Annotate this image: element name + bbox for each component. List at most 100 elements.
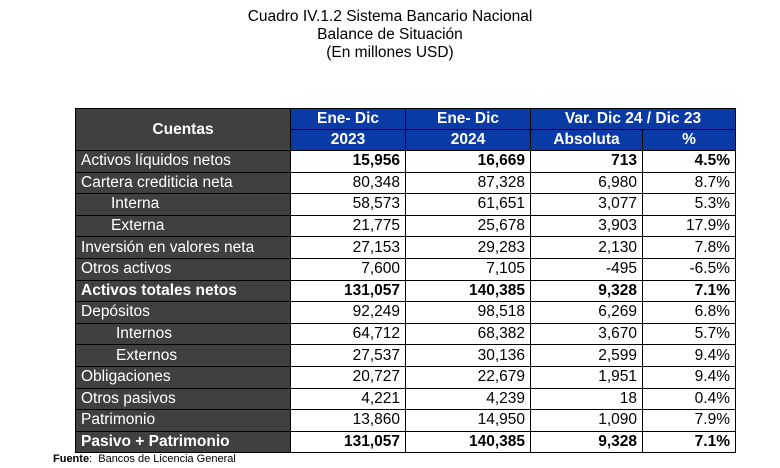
value-2024: 4,239 bbox=[405, 387, 531, 411]
value-absolute: 9,328 bbox=[530, 279, 643, 303]
table-row: Externos 27,537 30,136 2,599 9.4% bbox=[75, 344, 736, 367]
value-percent: 6.8% bbox=[642, 301, 736, 324]
row-label: Pasivo + Patrimonio bbox=[75, 430, 291, 454]
header-percent: % bbox=[642, 129, 736, 151]
row-label: Externa bbox=[75, 214, 291, 238]
title-line-2: Balance de Situación bbox=[317, 26, 463, 43]
table-title: Cuadro IV.1.2 Sistema Bancario Nacional … bbox=[0, 8, 780, 62]
value-2023: 27,153 bbox=[290, 236, 406, 259]
header-variation: Var. Dic 24 / Dic 23 bbox=[530, 108, 736, 130]
row-label: Activos totales netos bbox=[75, 279, 291, 303]
value-percent: 7.1% bbox=[642, 430, 736, 454]
table-row: Internos 64,712 68,382 3,670 5.7% bbox=[75, 322, 736, 346]
table-row: Otros pasivos 4,221 4,239 18 0.4% bbox=[75, 387, 736, 411]
value-2024: 61,651 bbox=[405, 193, 531, 216]
row-label: Inversión en valores neta bbox=[75, 236, 291, 259]
table-row: Patrimonio 13,860 14,950 1,090 7.9% bbox=[75, 409, 736, 432]
value-2024: 16,669 bbox=[405, 150, 531, 173]
table-row: Cartera crediticia neta 80,348 87,328 6,980… bbox=[75, 171, 736, 195]
value-2023: 20,727 bbox=[290, 365, 406, 389]
value-percent: 17.9% bbox=[642, 214, 736, 238]
title-line-1: Cuadro IV.1.2 Sistema Bancario Nacional bbox=[247, 8, 533, 25]
value-2023: 80,348 bbox=[290, 171, 406, 195]
row-label: Interna bbox=[75, 193, 291, 216]
value-percent: 7.9% bbox=[642, 409, 736, 432]
value-absolute: 3,903 bbox=[530, 214, 643, 238]
source-note: Fuente: Bancos de Licencia General bbox=[53, 453, 236, 465]
header-absoluta: Absoluta bbox=[530, 129, 643, 151]
table-row: Obligaciones 20,727 22,679 1,951 9.4% bbox=[75, 365, 736, 389]
row-label: Activos líquidos netos bbox=[75, 150, 291, 173]
table-row: Inversión en valores neta 27,153 29,283 2,1… bbox=[75, 236, 736, 259]
title-line-3: (En millones USD) bbox=[326, 44, 454, 61]
header-2023: 2023 bbox=[290, 129, 406, 151]
value-percent: 8.7% bbox=[642, 171, 736, 195]
value-percent: 7.8% bbox=[642, 236, 736, 259]
value-percent: 5.3% bbox=[642, 193, 736, 216]
header-2024: 2024 bbox=[405, 129, 531, 151]
value-absolute: 1,090 bbox=[530, 409, 643, 432]
value-percent: 4.5% bbox=[642, 150, 736, 173]
value-2023: 13,860 bbox=[290, 409, 406, 432]
value-2024: 98,518 bbox=[405, 301, 531, 324]
value-2024: 68,382 bbox=[405, 322, 531, 346]
value-absolute: 3,077 bbox=[530, 193, 643, 216]
value-absolute: 2,599 bbox=[530, 344, 643, 367]
value-2023: 64,712 bbox=[290, 322, 406, 346]
value-2024: 140,385 bbox=[405, 279, 531, 303]
balance-table: Cuentas Ene- Dic Ene- Dic Var. Dic 24 / … bbox=[75, 108, 736, 454]
table-row: Otros activos 7,600 7,105 -495 -6.5% bbox=[75, 257, 736, 281]
value-absolute: 18 bbox=[530, 387, 643, 411]
value-2024: 7,105 bbox=[405, 257, 531, 281]
header-ene-dic-2023: Ene- Dic bbox=[290, 108, 406, 130]
header-cuentas: Cuentas bbox=[75, 108, 291, 151]
row-label: Otros pasivos bbox=[75, 387, 291, 411]
table-row: Pasivo + Patrimonio 131,057 140,385 9,328 7.… bbox=[75, 430, 736, 454]
value-2023: 131,057 bbox=[290, 279, 406, 303]
value-2024: 22,679 bbox=[405, 365, 531, 389]
value-absolute: 9,328 bbox=[530, 430, 643, 454]
value-absolute: 3,670 bbox=[530, 322, 643, 346]
value-2023: 21,775 bbox=[290, 214, 406, 238]
value-2024: 25,678 bbox=[405, 214, 531, 238]
value-2024: 30,136 bbox=[405, 344, 531, 367]
value-percent: -6.5% bbox=[642, 257, 736, 281]
table-row: Activos totales netos 131,057 140,385 9,328… bbox=[75, 279, 736, 303]
value-2023: 7,600 bbox=[290, 257, 406, 281]
value-percent: 9.4% bbox=[642, 344, 736, 367]
row-label: Patrimonio bbox=[75, 409, 291, 432]
header-ene-dic-2024: Ene- Dic bbox=[405, 108, 531, 130]
row-label: Externos bbox=[75, 344, 291, 367]
value-2024: 140,385 bbox=[405, 430, 531, 454]
value-2024: 29,283 bbox=[405, 236, 531, 259]
value-2024: 87,328 bbox=[405, 171, 531, 195]
value-2023: 92,249 bbox=[290, 301, 406, 324]
row-label: Depósitos bbox=[75, 301, 291, 324]
value-absolute: 1,951 bbox=[530, 365, 643, 389]
table-row: Externa 21,775 25,678 3,903 17.9% bbox=[75, 214, 736, 238]
value-2023: 15,956 bbox=[290, 150, 406, 173]
row-label: Obligaciones bbox=[75, 365, 291, 389]
value-percent: 5.7% bbox=[642, 322, 736, 346]
source-label: Fuente bbox=[53, 453, 90, 465]
value-2023: 131,057 bbox=[290, 430, 406, 454]
value-absolute: -495 bbox=[530, 257, 643, 281]
value-absolute: 6,980 bbox=[530, 171, 643, 195]
value-2023: 58,573 bbox=[290, 193, 406, 216]
source-text: Bancos de Licencia General bbox=[98, 453, 236, 465]
value-absolute: 2,130 bbox=[530, 236, 643, 259]
table-row: Interna 58,573 61,651 3,077 5.3% bbox=[75, 193, 736, 216]
value-percent: 7.1% bbox=[642, 279, 736, 303]
value-absolute: 713 bbox=[530, 150, 643, 173]
value-absolute: 6,269 bbox=[530, 301, 643, 324]
row-label: Otros activos bbox=[75, 257, 291, 281]
value-2024: 14,950 bbox=[405, 409, 531, 432]
table-row: Depósitos 92,249 98,518 6,269 6.8% bbox=[75, 301, 736, 324]
row-label: Internos bbox=[75, 322, 291, 346]
value-percent: 9.4% bbox=[642, 365, 736, 389]
value-2023: 4,221 bbox=[290, 387, 406, 411]
value-2023: 27,537 bbox=[290, 344, 406, 367]
table-row: Activos líquidos netos 15,956 16,669 713 4.5… bbox=[75, 150, 736, 173]
row-label: Cartera crediticia neta bbox=[75, 171, 291, 195]
value-percent: 0.4% bbox=[642, 387, 736, 411]
